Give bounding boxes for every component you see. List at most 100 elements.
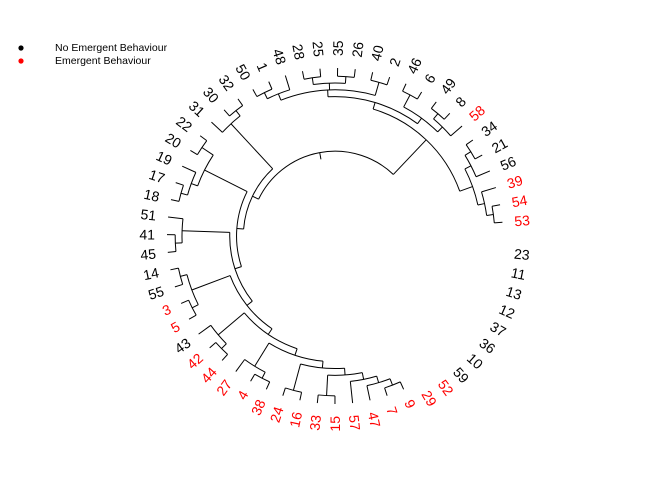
tree-branch-132 xyxy=(316,394,319,404)
tree-branch-38 xyxy=(374,82,380,96)
tip-label-46: 46 xyxy=(404,55,425,76)
tree-branch-9 xyxy=(486,214,494,216)
tree-branch-31 xyxy=(430,101,437,109)
tree-arc-93 xyxy=(229,275,273,330)
tree-branch-83 xyxy=(234,266,242,270)
tree-branch-113 xyxy=(294,348,298,356)
tree-arc-95 xyxy=(186,274,199,305)
tree-arc-6 xyxy=(464,168,479,206)
tree-arc-107 xyxy=(210,325,227,345)
tree-branch-72 xyxy=(201,147,214,156)
tree-branch-143 xyxy=(399,381,405,390)
tree-branch-59 xyxy=(252,195,259,200)
tip-label-50: 50 xyxy=(232,61,254,83)
tree-branch-115 xyxy=(254,342,270,367)
tree-tip-labels: 2311131237361059522997475715331624384274… xyxy=(139,40,530,431)
tree-branch-17 xyxy=(464,151,472,156)
tree-branch-11 xyxy=(494,221,503,224)
tree-arc-15 xyxy=(464,155,477,177)
tip-label-11: 11 xyxy=(510,264,528,283)
tree-branch-23 xyxy=(417,117,422,124)
tree-branch-7 xyxy=(477,203,485,206)
tree-branch-99 xyxy=(174,283,183,288)
tree-branch-67 xyxy=(211,121,223,133)
tip-label-25: 25 xyxy=(310,40,327,57)
tree-arc-53 xyxy=(267,89,290,100)
tree-arc-18 xyxy=(465,144,476,160)
tree-branch-87 xyxy=(168,216,184,220)
tip-label-35: 35 xyxy=(330,40,346,56)
tree-arc-37 xyxy=(280,89,376,101)
tip-label-7: 7 xyxy=(383,405,401,418)
tip-label-56: 56 xyxy=(498,153,519,174)
tree-branch-139 xyxy=(366,385,371,401)
tree-branch-3 xyxy=(392,139,427,175)
tip-label-21: 21 xyxy=(489,135,511,157)
tree-branch-51 xyxy=(301,71,305,80)
tree-branch-81 xyxy=(175,182,184,186)
tip-label-8: 8 xyxy=(452,93,469,110)
tree-branch-142 xyxy=(384,387,388,396)
tree-branch-41 xyxy=(370,72,374,81)
tree-branch-121 xyxy=(265,381,271,390)
tree-branch-16 xyxy=(475,170,491,178)
tree-arc-29 xyxy=(431,108,445,120)
tip-label-37: 37 xyxy=(487,318,509,340)
tip-label-2: 2 xyxy=(386,56,404,69)
tree-branch-92 xyxy=(246,300,253,306)
tip-label-55: 55 xyxy=(146,283,166,303)
tree-branch-19 xyxy=(474,154,483,160)
tip-label-47: 47 xyxy=(365,410,384,429)
tip-label-1: 1 xyxy=(254,60,272,74)
tree-branches xyxy=(167,68,503,404)
legend-marker-emergent xyxy=(18,58,24,64)
tree-branch-103 xyxy=(188,314,197,320)
tree-branch-68 xyxy=(236,228,244,230)
tip-label-24: 24 xyxy=(267,404,287,424)
tree-arc-119 xyxy=(254,373,270,383)
tip-label-6: 6 xyxy=(421,71,439,86)
tree-arc-24 xyxy=(403,106,439,133)
tip-label-19: 19 xyxy=(154,147,175,168)
tree-branch-85 xyxy=(182,230,230,233)
tip-label-40: 40 xyxy=(368,43,387,62)
tip-label-15: 15 xyxy=(327,416,343,432)
tree-branch-118 xyxy=(261,371,266,379)
tree-arc-105 xyxy=(243,312,298,350)
tree-branch-140 xyxy=(389,378,393,386)
tree-branch-111 xyxy=(209,342,217,349)
tip-label-13: 13 xyxy=(504,283,524,303)
tree-branch-102 xyxy=(180,299,189,304)
tree-branch-74 xyxy=(199,135,208,142)
tree-arc-4 xyxy=(372,108,461,192)
tree-branch-75 xyxy=(190,150,198,156)
tree-branch-54 xyxy=(284,75,291,90)
tree-branch-106 xyxy=(217,312,245,336)
tree-arc-123 xyxy=(300,363,345,370)
tip-label-52: 52 xyxy=(435,377,457,399)
tree-branch-63 xyxy=(235,110,241,117)
tree-branch-136 xyxy=(349,381,354,404)
tree-branch-112 xyxy=(221,354,228,361)
legend-label-no-emergent: No Emergent Behaviour xyxy=(55,42,168,54)
tip-label-29: 29 xyxy=(418,388,440,410)
tip-label-17: 17 xyxy=(147,166,167,186)
tree-branch-52 xyxy=(277,93,282,101)
tree-branch-58 xyxy=(252,89,258,97)
tree-branch-66 xyxy=(223,109,230,117)
tip-label-39: 39 xyxy=(505,172,525,192)
tip-label-48: 48 xyxy=(270,47,290,67)
tree-arc-73 xyxy=(196,140,208,155)
tip-label-5: 5 xyxy=(168,318,183,336)
tree-branch-14 xyxy=(464,165,472,170)
tree-branch-50 xyxy=(319,68,322,77)
tree-branch-61 xyxy=(230,123,274,170)
tree-branch-134 xyxy=(361,372,365,380)
tree-branch-35 xyxy=(402,83,407,92)
tree-branch-70 xyxy=(204,169,248,193)
tree-branch-109 xyxy=(221,343,227,349)
tree-arc-8 xyxy=(481,191,488,216)
tree-arc-116 xyxy=(244,359,266,373)
tree-arc-26 xyxy=(433,118,452,137)
